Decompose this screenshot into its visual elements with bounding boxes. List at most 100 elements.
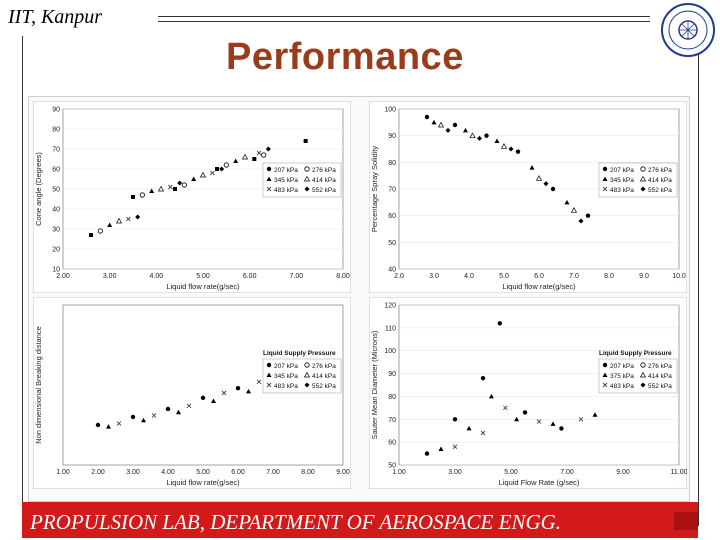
- left-border-line: [22, 36, 23, 526]
- x-tick-label: 8.0: [604, 273, 614, 280]
- institute-logo-icon: [660, 2, 716, 58]
- y-tick-label: 40: [388, 267, 396, 274]
- x-tick-label: 8.00: [301, 469, 315, 476]
- series: [452, 405, 584, 450]
- x-tick-label: 10.0: [672, 273, 686, 280]
- data-point: [602, 176, 608, 181]
- legend-label: 345 kPa: [274, 373, 298, 380]
- y-tick-label: 90: [52, 107, 60, 114]
- data-point: [536, 419, 542, 424]
- data-point: [221, 390, 227, 396]
- data-point: [304, 166, 310, 172]
- data-point: [256, 150, 262, 156]
- y-tick-label: 100: [384, 348, 396, 355]
- y-tick-label: 50: [388, 240, 396, 247]
- footer-bar: PROPULSION LAB, DEPARTMENT OF AEROSPACE …: [22, 502, 698, 538]
- charts-panel: 2.00 3.00 4.00 5.00 6.00 7.00 8.00 10 20 30 40 50 60…: [28, 96, 690, 502]
- data-point: [543, 181, 549, 187]
- x-tick-label: 4.00: [161, 469, 175, 476]
- data-point: [241, 153, 249, 160]
- legend-box: [262, 162, 342, 198]
- legend-box: [598, 162, 678, 198]
- x-tick-label: 3.0: [429, 273, 439, 280]
- data-point: [126, 216, 131, 222]
- x-axis-label: Liquid Flow Rate (g/sec): [499, 478, 580, 487]
- x-tick-label: 5.0: [499, 273, 509, 280]
- data-point: [95, 422, 101, 428]
- x-tick-label: 6.00: [243, 273, 257, 280]
- data-point: [233, 158, 239, 163]
- data-point: [585, 213, 591, 218]
- data-point: [480, 375, 486, 381]
- data-point: [157, 185, 165, 192]
- data-point: [578, 416, 584, 422]
- legend-box: [262, 358, 342, 394]
- y-tick-label: 60: [388, 213, 396, 220]
- data-point: [452, 122, 458, 128]
- x-tick-label: 6.0: [534, 273, 544, 280]
- x-tick-label: 3.00: [126, 469, 140, 476]
- x-tick-label: 3.00: [448, 469, 462, 476]
- data-point: [97, 228, 103, 234]
- data-point: [131, 195, 135, 199]
- data-point: [550, 421, 556, 426]
- legend-label: 483 kPa: [610, 187, 634, 194]
- data-point: [149, 188, 155, 193]
- x-tick-label: 5.00: [196, 469, 210, 476]
- sauter-diameter-chart: 1.00 3.00 5.00 7.00 9.00 11.00 50 60 70 80 90 100 11…: [369, 297, 687, 489]
- y-tick-label: 20: [52, 247, 60, 254]
- y-tick-label: 80: [388, 394, 396, 401]
- chart-svg: 1.00 2.00 3.00 4.00 5.00 6.00 7.00 8.00 9.00 Liqu…: [33, 297, 351, 489]
- chart-svg: 2.0 3.0 4.0 5.0 6.0 7.0 8.0 9.0 10.0 40 50 60 70 80 90…: [369, 101, 687, 293]
- data-point: [266, 166, 272, 172]
- x-axis-label: Liquid flow rate(g/sec): [502, 282, 576, 291]
- x-tick-label: 9.00: [336, 469, 350, 476]
- data-point: [438, 446, 444, 451]
- legend-label: 414 kPa: [648, 373, 672, 380]
- y-tick-label: 60: [388, 440, 396, 447]
- y-tick-label: 70: [388, 187, 396, 194]
- series: [135, 146, 271, 220]
- chart-svg: 2.00 3.00 4.00 5.00 6.00 7.00 8.00 10 20 30 40 50 60…: [33, 101, 351, 293]
- data-point: [452, 444, 458, 450]
- slide-title: Performance: [226, 36, 464, 78]
- breaking-distance-chart: 1.00 2.00 3.00 4.00 5.00 6.00 7.00 8.00 9.00 Liqu…: [33, 297, 351, 489]
- data-point: [480, 430, 486, 436]
- header-rule: [158, 16, 650, 17]
- legend-label: 207 kPa: [274, 167, 298, 174]
- legend-title: Liquid Supply Pressure: [599, 350, 672, 357]
- data-point: [602, 166, 608, 172]
- data-point: [640, 166, 646, 172]
- x-tick-label: 7.0: [569, 273, 579, 280]
- y-tick-label: 50: [388, 463, 396, 470]
- data-point: [200, 395, 206, 400]
- legend-label: 483 kPa: [274, 383, 298, 390]
- data-point: [592, 412, 598, 417]
- x-tick-label: 7.00: [266, 469, 280, 476]
- y-tick-label: 50: [52, 187, 60, 194]
- data-point: [578, 218, 584, 224]
- data-point: [508, 146, 514, 152]
- x-tick-label: 5.00: [196, 273, 210, 280]
- legend-label: 207 kPa: [610, 167, 634, 174]
- data-point: [522, 410, 528, 415]
- legend-label: 345 kPa: [610, 177, 634, 184]
- y-tick-label: 10: [52, 267, 60, 274]
- legend-label: 207 kPa: [274, 363, 298, 370]
- y-tick-label: 90: [388, 371, 396, 378]
- data-point: [252, 157, 257, 161]
- data-point: [215, 167, 219, 171]
- data-point: [266, 372, 272, 377]
- legend-label: 552 kPa: [648, 187, 672, 194]
- x-tick-label: 2.00: [91, 469, 105, 476]
- data-point: [424, 114, 430, 120]
- legend-box: [598, 358, 678, 394]
- legend-label: 483 kPa: [610, 383, 634, 390]
- data-point: [219, 166, 225, 172]
- data-point: [265, 146, 271, 152]
- legend-label: 276 kPa: [648, 167, 672, 174]
- data-point: [139, 192, 145, 198]
- header-rule-2: [158, 21, 650, 22]
- data-point: [488, 393, 494, 399]
- data-point: [266, 186, 272, 192]
